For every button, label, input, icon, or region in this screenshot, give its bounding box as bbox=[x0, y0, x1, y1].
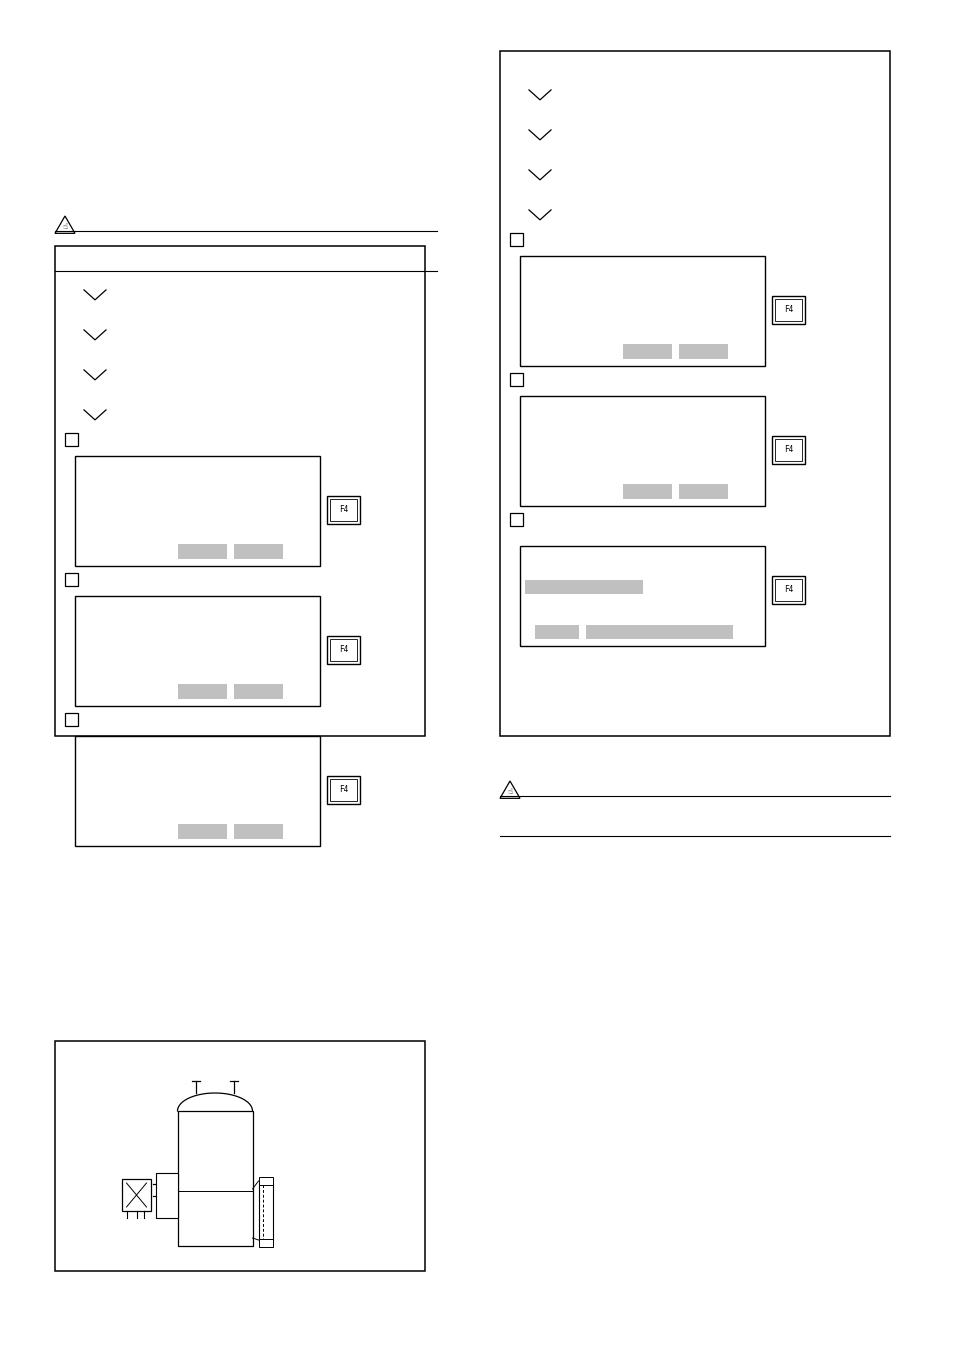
Bar bbox=[327, 496, 359, 524]
Bar bbox=[510, 373, 522, 386]
Bar bbox=[258, 1177, 273, 1185]
Bar bbox=[774, 580, 801, 601]
Bar bbox=[622, 484, 671, 499]
Bar bbox=[75, 736, 319, 846]
Bar bbox=[258, 1183, 273, 1242]
Bar bbox=[177, 543, 227, 559]
Bar bbox=[234, 543, 283, 559]
Bar bbox=[519, 546, 764, 646]
Bar bbox=[258, 1239, 273, 1247]
Bar bbox=[177, 1111, 253, 1246]
Bar bbox=[519, 255, 764, 366]
Text: F4: F4 bbox=[783, 585, 792, 594]
Bar bbox=[534, 626, 578, 639]
Bar bbox=[75, 596, 319, 707]
Bar bbox=[330, 780, 356, 801]
Text: F4: F4 bbox=[783, 305, 792, 315]
Bar bbox=[177, 684, 227, 698]
Bar bbox=[771, 296, 804, 324]
Bar bbox=[774, 299, 801, 322]
Text: F4: F4 bbox=[338, 785, 348, 794]
Text: F4: F4 bbox=[338, 505, 348, 515]
Text: ☝: ☝ bbox=[507, 788, 512, 796]
Bar bbox=[55, 1042, 424, 1271]
Bar bbox=[688, 626, 733, 639]
Bar bbox=[330, 499, 356, 521]
Bar bbox=[510, 513, 522, 526]
Bar bbox=[637, 626, 681, 639]
Text: F4: F4 bbox=[783, 446, 792, 454]
Bar bbox=[774, 439, 801, 461]
Bar bbox=[622, 626, 671, 639]
Bar bbox=[122, 1179, 151, 1210]
Bar bbox=[178, 1190, 252, 1246]
Bar bbox=[234, 824, 283, 839]
Bar bbox=[771, 436, 804, 463]
Bar bbox=[330, 639, 356, 661]
Bar bbox=[234, 684, 283, 698]
Bar bbox=[65, 573, 78, 586]
Bar bbox=[519, 396, 764, 507]
Bar bbox=[155, 1173, 177, 1219]
Bar bbox=[327, 636, 359, 663]
Text: F4: F4 bbox=[338, 646, 348, 654]
Polygon shape bbox=[499, 781, 519, 798]
Text: ☝: ☝ bbox=[62, 222, 68, 231]
Polygon shape bbox=[55, 216, 75, 234]
Bar bbox=[65, 434, 78, 446]
Bar bbox=[679, 484, 727, 499]
Bar bbox=[177, 824, 227, 839]
Bar bbox=[679, 343, 727, 359]
Bar bbox=[75, 457, 319, 566]
Bar bbox=[585, 626, 630, 639]
Bar bbox=[679, 626, 727, 639]
Bar bbox=[499, 51, 889, 736]
Bar bbox=[510, 232, 522, 246]
Bar bbox=[524, 580, 642, 594]
Bar bbox=[622, 343, 671, 359]
Bar bbox=[771, 576, 804, 604]
Bar bbox=[55, 246, 424, 736]
Bar bbox=[65, 713, 78, 725]
Bar bbox=[327, 775, 359, 804]
